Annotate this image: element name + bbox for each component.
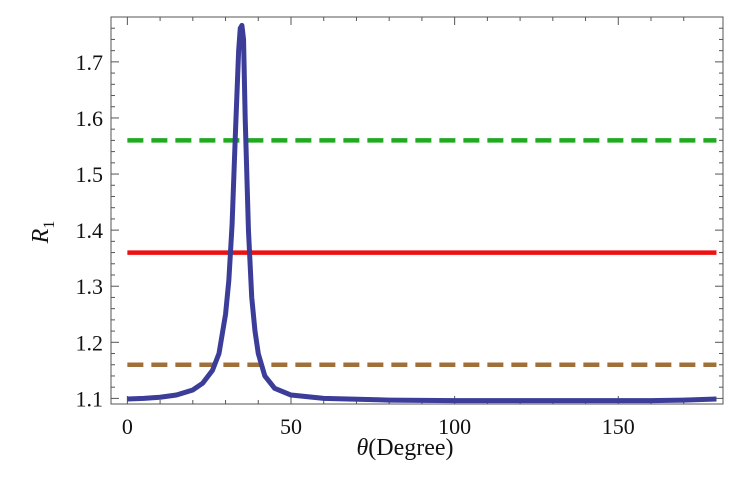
x-tick-label: 150 [602,414,635,439]
x-tick-label: 100 [438,414,471,439]
y-tick-label: 1.5 [76,162,104,187]
y-tick-label: 1.4 [76,218,104,243]
x-axis-label: θ(Degree) [356,435,453,461]
y-tick-label: 1.1 [76,386,104,411]
x-tick-label: 50 [280,414,302,439]
y-tick-label: 1.2 [76,330,104,355]
series-line-0 [127,22,717,404]
y-axis-label: R1 [28,221,58,245]
y-tick-label: 1.7 [76,50,104,75]
y-tick-label: 1.3 [76,274,104,299]
plot-frame [110,16,724,405]
x-tick-label: 0 [122,414,133,439]
y-tick-label: 1.6 [76,106,104,131]
